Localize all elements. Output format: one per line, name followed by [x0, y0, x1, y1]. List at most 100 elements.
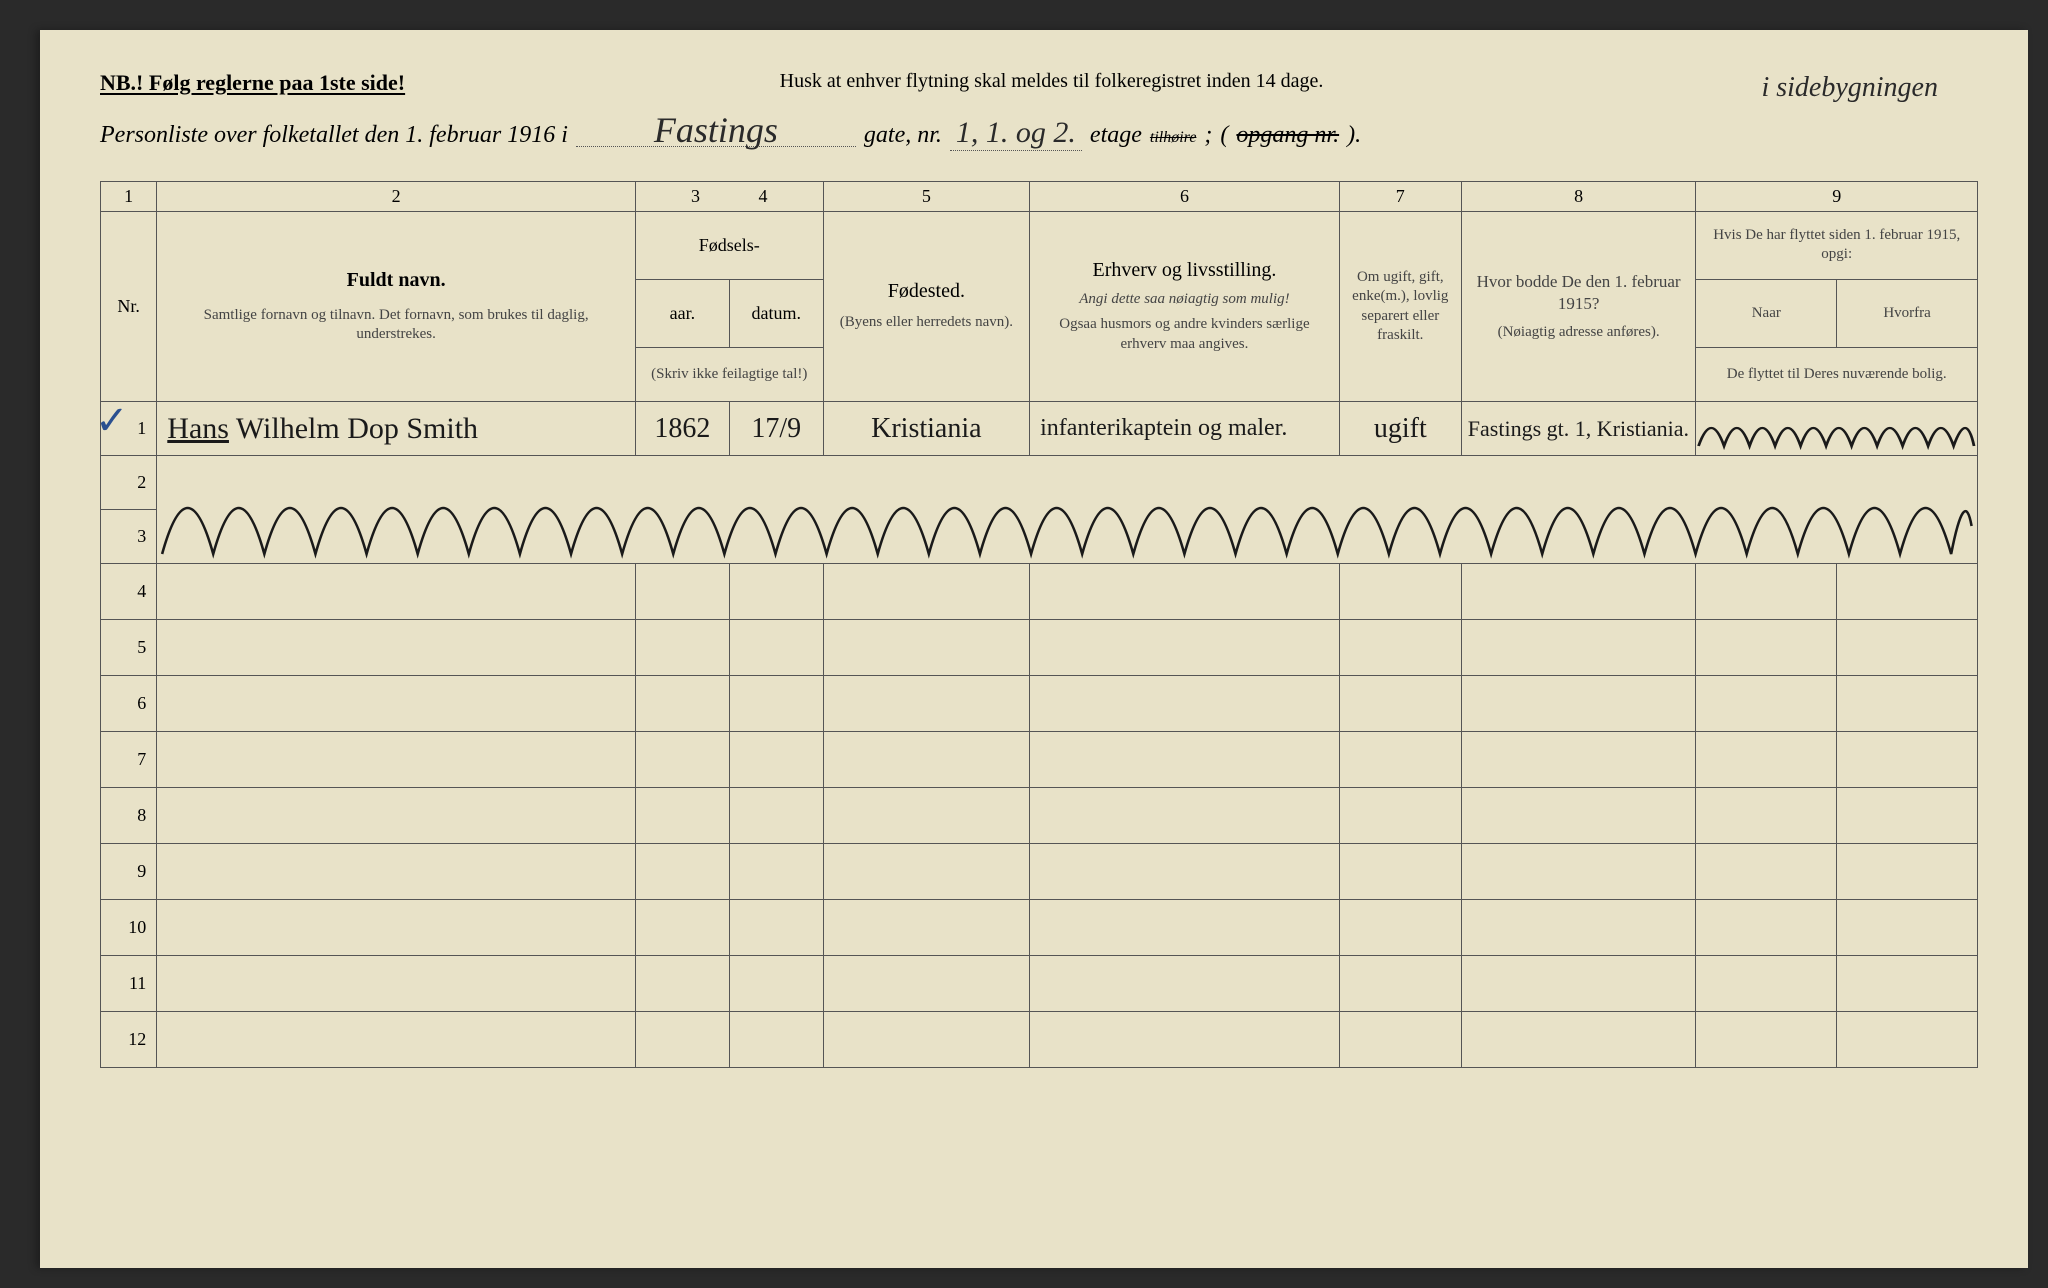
- empty-cell: [1339, 844, 1461, 900]
- header-row-main: Nr. Fuldt navn. Samtlige fornavn og tiln…: [101, 212, 1978, 280]
- empty-cell: [1030, 788, 1340, 844]
- empty-cell: [1837, 620, 1978, 676]
- row-nr: 5: [101, 620, 157, 676]
- street-handwritten: Fastings: [576, 114, 856, 147]
- empty-cell: [1339, 732, 1461, 788]
- hdr-birth-note: (Skriv ikke feilagtige tal!): [635, 347, 823, 401]
- empty-cell: [1696, 732, 1837, 788]
- row-nr: 3: [101, 510, 157, 564]
- empty-cell: [729, 732, 823, 788]
- empty-cell: [157, 1012, 636, 1068]
- empty-cell: [1461, 844, 1696, 900]
- row-birthplace: Kristiania: [823, 402, 1029, 456]
- empty-cell: [157, 676, 636, 732]
- hdr-1915: Hvor bodde De den 1. februar 1915? (Nøia…: [1461, 212, 1696, 402]
- reminder-text: Husk at enhver flytning skal meldes til …: [405, 70, 1978, 96]
- row-nr: 12: [101, 1012, 157, 1068]
- hdr-date: datum.: [729, 279, 823, 347]
- empty-cell: [1461, 788, 1696, 844]
- hdr-marital: Om ugift, gift, enke(m.), lovlig separer…: [1339, 212, 1461, 402]
- empty-cell: [157, 788, 636, 844]
- empty-cell: [823, 900, 1029, 956]
- empty-cell: [1696, 1012, 1837, 1068]
- header-row-1: NB.! Følg reglerne paa 1ste side! Husk a…: [100, 70, 1978, 96]
- empty-cell: [1696, 788, 1837, 844]
- colnum-5: 5: [823, 182, 1029, 212]
- empty-cell: [1030, 956, 1340, 1012]
- empty-cell: [823, 788, 1029, 844]
- empty-cell: [635, 956, 729, 1012]
- colnum-7: 7: [1339, 182, 1461, 212]
- scribble-cell: [157, 456, 1978, 564]
- etage-label: etage: [1090, 122, 1142, 149]
- empty-cell: [635, 732, 729, 788]
- empty-cell: [635, 1012, 729, 1068]
- nb-notice: NB.! Følg reglerne paa 1ste side!: [100, 70, 405, 96]
- empty-cell: [1837, 844, 1978, 900]
- empty-cell: [635, 620, 729, 676]
- empty-cell: [1030, 732, 1340, 788]
- paren-open: (: [1220, 122, 1228, 149]
- scribble-row-2: 2: [101, 456, 1978, 510]
- row-nr: 4: [101, 564, 157, 620]
- row-nr: 9: [101, 844, 157, 900]
- empty-cell: [823, 676, 1029, 732]
- header-row-2: Personliste over folketallet den 1. febr…: [100, 114, 1978, 151]
- empty-cell: [157, 956, 636, 1012]
- colnum-1: 1: [101, 182, 157, 212]
- colnum-2: 2: [157, 182, 636, 212]
- empty-cell: [729, 844, 823, 900]
- struck-3: opgang nr.: [1236, 122, 1339, 149]
- sidebygning-note: i sidebygningen: [1761, 72, 1938, 104]
- row-moved: [1696, 402, 1978, 456]
- empty-cell: [635, 788, 729, 844]
- empty-cell: [157, 900, 636, 956]
- wavy-line-icon: [1696, 406, 1977, 452]
- table-row: 10: [101, 900, 1978, 956]
- hdr-occupation: Erhverv og livsstilling. Angi dette saa …: [1030, 212, 1340, 402]
- empty-cell: [157, 620, 636, 676]
- hdr-nr: Nr.: [101, 212, 157, 402]
- cancellation-scribble: [157, 456, 1977, 563]
- empty-cell: [1339, 956, 1461, 1012]
- row-nr: 2: [101, 456, 157, 510]
- table-row: 11: [101, 956, 1978, 1012]
- row-nr: 11: [101, 956, 157, 1012]
- checkmark-icon: ✓: [95, 398, 129, 444]
- gate-label: gate, nr.: [864, 122, 942, 149]
- empty-cell: [1461, 900, 1696, 956]
- census-form-page: NB.! Følg reglerne paa 1ste side! Husk a…: [40, 30, 2028, 1268]
- empty-cell: [1696, 676, 1837, 732]
- hdr-birth-group: Fødsels-: [635, 212, 823, 280]
- empty-cell: [1837, 676, 1978, 732]
- table-row: 12: [101, 1012, 1978, 1068]
- empty-cell: [1339, 788, 1461, 844]
- hdr-moved-top: Hvis De har flyttet siden 1. februar 191…: [1696, 212, 1978, 280]
- table-row: 8: [101, 788, 1978, 844]
- empty-cell: [1339, 1012, 1461, 1068]
- hdr-name: Fuldt navn. Samtlige fornavn og tilnavn.…: [157, 212, 636, 402]
- empty-cell: [635, 564, 729, 620]
- empty-cell: [823, 1012, 1029, 1068]
- empty-cell: [729, 788, 823, 844]
- row-date: 17/9: [729, 402, 823, 456]
- colnum-9: 9: [1696, 182, 1978, 212]
- empty-cell: [1696, 620, 1837, 676]
- empty-cell: [1461, 1012, 1696, 1068]
- empty-cell: [1696, 956, 1837, 1012]
- empty-cell: [157, 732, 636, 788]
- row-occupation: infanterikaptein og maler.: [1030, 402, 1340, 456]
- empty-cell: [635, 676, 729, 732]
- empty-cell: [729, 676, 823, 732]
- empty-cell: [635, 900, 729, 956]
- row-nr: 7: [101, 732, 157, 788]
- empty-cell: [1030, 1012, 1340, 1068]
- row-nr: ✓ 1: [101, 402, 157, 456]
- hdr-moved-bot: De flyttet til Deres nuværende bolig.: [1696, 347, 1978, 401]
- census-table: 1 2 3 4 5 6 7 8 9 Nr. Fuldt navn. Samtli…: [100, 181, 1978, 1068]
- table-row: 4: [101, 564, 1978, 620]
- nr-handwritten: 1, 1. og 2.: [950, 116, 1082, 151]
- empty-cell: [635, 844, 729, 900]
- empty-cell: [1837, 788, 1978, 844]
- wavy-cancellation-icon: [157, 456, 1977, 564]
